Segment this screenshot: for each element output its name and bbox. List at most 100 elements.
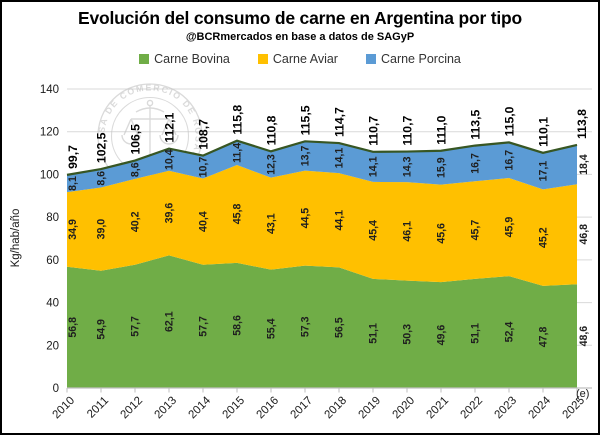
area-series [67,140,577,388]
chart-title: Evolución del consumo de carne en Argent… [77,8,522,28]
x-tick-label: 2016 [255,395,282,422]
x-tick-label: 2017 [289,395,316,422]
data-label-carne-bovina: 54,9 [96,319,108,340]
data-label-carne-aviar: 40,4 [198,211,210,232]
total-label: 99,7 [66,145,80,169]
data-label-carne-porcina: 15,9 [436,157,448,178]
data-label-carne-bovina: 57,3 [300,316,312,337]
area-carne-aviar [67,165,577,286]
x-tick-label: 2014 [187,394,214,421]
x-tick-label: 2010 [51,395,78,422]
data-label-carne-bovina: 58,6 [232,315,244,336]
x-tick-label: 2013 [153,395,180,422]
legend-swatch-bovina-icon [139,54,150,64]
data-label-carne-bovina: 48,6 [578,326,590,347]
legend-label-porcina: Carne Porcina [380,52,461,66]
total-label: 111,0 [435,115,449,144]
data-label-carne-porcina: 14,1 [368,156,380,177]
legend-label-bovina: Carne Bovina [154,52,230,66]
data-label-carne-aviar: 43,1 [266,213,278,234]
x-tick-label: 2022 [459,395,486,422]
legend-item-porcina: Carne Porcina [365,52,461,66]
area-carne-porcina [67,140,577,193]
x-tick-label: 2015 [221,395,248,422]
data-label-carne-bovina: 57,7 [130,316,142,337]
data-label-carne-bovina: 49,6 [436,325,448,346]
total-label: 115,5 [299,105,313,135]
legend-swatch-aviar-icon [257,54,268,64]
data-label-carne-aviar: 39,6 [164,203,176,224]
total-label: 112,1 [163,113,177,143]
data-label-carne-aviar: 34,9 [67,219,79,240]
x-tick-label: 2024 [527,394,554,421]
total-label: 115,8 [231,105,245,135]
data-label-carne-aviar: 45,4 [368,220,380,241]
y-tick-label: 100 [40,169,59,181]
data-label-carne-aviar: 44,1 [334,210,346,231]
data-label-carne-porcina: 16,7 [504,150,516,171]
x-tick-label: 2011 [85,395,111,421]
y-axis-title: Kg/hab/año [10,209,22,268]
data-label-carne-porcina: 11,4 [232,143,244,163]
legend-swatch-porcina-icon [365,54,376,64]
data-label-carne-porcina: 14,1 [334,148,346,169]
total-label: 113,8 [575,109,589,139]
y-tick-label: 20 [46,340,59,352]
data-label-carne-bovina: 52,4 [504,322,516,343]
y-tick-label: 80 [46,212,59,224]
data-label-carne-porcina: 17,1 [538,161,550,182]
y-tick-label: 60 [46,255,59,267]
data-labels: 56,8 54,9 57,7 62,1 57,7 58,6 55,4 57,3 56,5 51,1… [67,143,590,348]
y-tick-label: 0 [53,383,59,395]
data-label-carne-porcina: 13,7 [300,146,312,167]
total-label: 110,7 [367,116,381,146]
total-label: 115,0 [503,106,517,136]
total-label: 102,5 [95,132,109,163]
data-label-carne-bovina: 57,7 [198,316,210,337]
data-label-carne-bovina: 56,8 [67,317,79,338]
data-label-carne-aviar: 40,2 [130,211,142,232]
data-label-carne-bovina: 56,5 [334,317,346,338]
legend-item-aviar: Carne Aviar [257,52,338,66]
data-label-carne-porcina: 8,6 [96,171,108,186]
data-label-carne-bovina: 51,1 [470,323,482,344]
chart-header: Evolución del consumo de carne en Argent… [2,2,598,66]
x-tick-label: 2019 [357,395,384,422]
x-tick-label: 2020 [391,395,418,422]
estimate-note: (e) [576,388,589,400]
x-tick-label: 2012 [119,395,146,422]
data-label-carne-aviar: 45,7 [470,220,482,241]
data-label-carne-aviar: 45,8 [232,204,244,225]
x-tick-label: 2018 [323,395,350,422]
data-label-carne-porcina: 8,1 [67,176,79,191]
data-label-carne-aviar: 39,0 [96,219,108,240]
data-label-carne-bovina: 62,1 [164,311,176,332]
x-axis-ticks [66,388,578,393]
area-carne-bovina [67,255,577,388]
total-label: 110,7 [401,116,415,146]
legend-item-bovina: Carne Bovina [139,52,230,66]
data-label-carne-bovina: 50,3 [402,324,414,345]
data-label-carne-aviar: 46,1 [402,221,414,242]
data-label-carne-aviar: 44,5 [300,208,312,229]
data-label-carne-bovina: 51,1 [368,323,380,344]
total-label: 113,5 [469,110,483,140]
total-label: 110,1 [537,117,551,147]
data-label-carne-aviar: 45,2 [538,227,550,248]
total-label: 110,8 [265,115,279,145]
y-tick-label: 140 [40,84,59,96]
y-tick-label: 120 [40,127,59,139]
chart-subtitle: @BCRmercados en base a datos de SAGyP [185,31,415,43]
data-label-carne-porcina: 16,7 [470,153,482,174]
data-label-carne-aviar: 45,6 [436,223,448,244]
data-label-carne-porcina: 14,3 [402,156,414,177]
total-label: 106,5 [129,124,143,155]
total-labels: 99,7 102,5 106,5 112,1 108,7 115,8 110,8 115,5 1… [66,105,589,169]
x-axis-labels: 2010 2011 2012 2013 2014 2015 2016 2017 2018 2019… [51,394,588,421]
total-label: 108,7 [197,119,211,150]
data-label-carne-porcina: 12,3 [266,154,278,175]
data-label-carne-porcina: 8,6 [130,162,142,177]
data-label-carne-porcina: 10,4 [164,149,176,170]
data-label-carne-bovina: 47,8 [538,327,550,348]
